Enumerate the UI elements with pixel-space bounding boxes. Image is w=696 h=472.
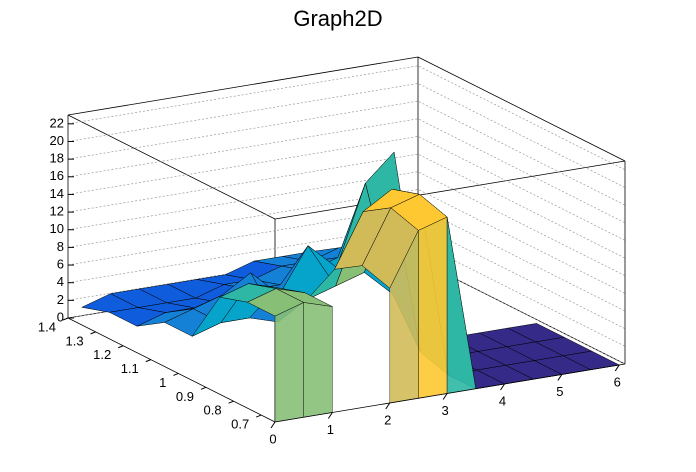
y-tick-label: 1.1 [121,361,139,376]
x-tick-label: 0 [269,431,276,446]
y-tick-label: 1.4 [38,319,56,334]
y-tick-label: 0.9 [176,389,194,404]
grid-line [67,153,626,259]
surface-wall [303,302,333,418]
z-tick-label: 10 [50,221,64,236]
x-tick-label: 2 [384,412,391,427]
y-tick [228,400,234,404]
y-tick [145,359,151,363]
box-edge [67,56,419,116]
y-tick [118,345,124,349]
x-tick [327,412,333,419]
x-tick [500,383,505,391]
z-tick-label: 0 [57,309,64,324]
grid-line [67,136,626,241]
z-tick-label: 8 [57,239,64,254]
x-tick-label: 1 [327,422,334,437]
box-edge [417,56,626,162]
y-tick [90,331,96,335]
z-tick-label: 12 [50,204,64,219]
z-tick-label: 20 [50,133,64,148]
x-tick-label: 6 [614,374,621,389]
z-tick-label: 16 [50,168,64,183]
grid-line [67,83,626,188]
y-tick-label: 1 [159,375,166,390]
grid-line [67,189,626,294]
z-tick-label: 18 [50,151,64,166]
grid-line [67,100,626,206]
y-tick [173,373,179,376]
y-tick-label: 0.7 [231,417,249,432]
z-tick-label: 6 [57,256,64,271]
y-tick [62,317,69,321]
grid-line [67,241,626,347]
x-tick [557,374,563,381]
grid-line [67,118,626,224]
grid-line [67,224,626,330]
box-edge [67,114,276,220]
x-tick [270,421,276,429]
x-tick [614,364,620,372]
y-tick-label: 0.8 [204,403,222,418]
x-tick-label: 3 [442,403,449,418]
grid-line [67,65,626,171]
surface-wall [274,302,304,423]
x-axis [274,363,626,423]
y-axis [67,317,276,423]
z-tick-label: 14 [50,186,64,201]
z-tick-label: 22 [50,115,64,130]
y-tick [200,386,207,390]
grid-line [67,171,626,277]
z-tick-label: 4 [57,274,64,289]
box-edge [274,160,626,220]
surface-wall [418,216,448,399]
y-tick [256,414,262,418]
grid-line [67,206,626,312]
chart-title: Graph2D [293,6,382,31]
x-tick-label: 5 [556,384,563,399]
x-tick-label: 4 [499,393,506,408]
x-tick [442,393,448,400]
z-tick-label: 2 [57,292,64,307]
y-tick-label: 1.3 [66,333,84,348]
grid-line [67,259,626,365]
y-tick-label: 1.2 [93,347,111,362]
x-tick [385,402,391,410]
